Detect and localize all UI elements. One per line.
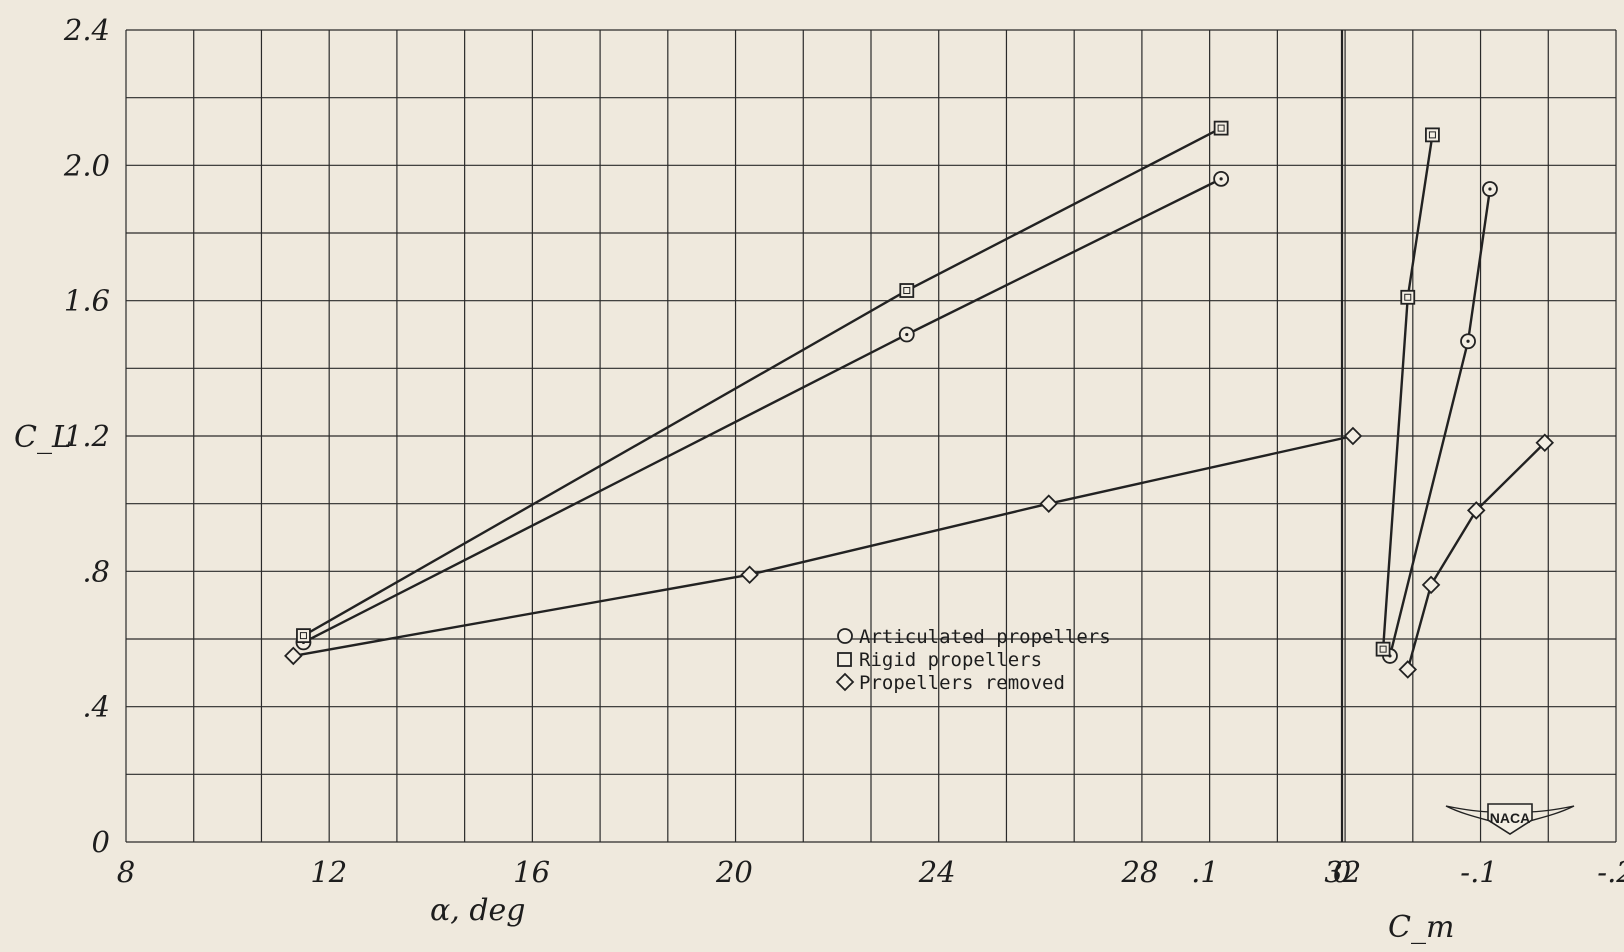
data-point-square — [1425, 127, 1440, 143]
legend-item-articulated: Articulated propellers — [837, 626, 1111, 648]
data-point-diamond — [1535, 433, 1555, 453]
data-series — [284, 120, 1555, 679]
y-tick-label: 1.6 — [64, 284, 110, 318]
data-point-square — [1375, 641, 1391, 657]
series-line — [1381, 134, 1434, 650]
y-axis-label: C_L — [14, 420, 72, 455]
x-axis-label-alpha: α, deg — [430, 893, 526, 928]
y-tick-label: 2.0 — [63, 148, 110, 182]
naca-logo-text: NACA — [1490, 810, 1530, 826]
y-tick-label: .4 — [82, 690, 110, 724]
data-point-diamond — [1421, 575, 1441, 595]
legend-diamond-marker — [835, 672, 855, 692]
data-point-diamond — [1039, 494, 1059, 513]
y-tick-label: .8 — [82, 554, 110, 588]
legend-item-rigid: Rigid propellers — [837, 649, 1042, 671]
grid — [125, 29, 1617, 843]
x-tick-label-cm: -.1 — [1460, 855, 1497, 889]
x-tick-label-alpha: 32 — [1324, 855, 1361, 889]
y-tick-label: 0 — [92, 825, 110, 859]
series-line — [302, 127, 1222, 637]
data-point-square-inner — [1404, 293, 1412, 301]
data-point-square-inner — [1428, 131, 1436, 139]
data-point-diamond — [740, 565, 759, 584]
legend-label: Rigid propellers — [859, 649, 1042, 671]
series-cm-square — [1375, 127, 1440, 657]
series-line — [293, 434, 1354, 658]
data-point-diamond — [1343, 426, 1363, 446]
series-alpha-diamond — [284, 426, 1363, 666]
y-tick-label: 2.4 — [63, 13, 110, 47]
legend-circle-marker — [837, 628, 853, 644]
series-line — [1388, 188, 1492, 657]
data-point-circle-dot — [905, 332, 909, 337]
y-tick-label: 1.2 — [64, 419, 110, 453]
x-tick-label-alpha: 20 — [715, 855, 753, 889]
data-point-square — [296, 628, 311, 644]
data-point-circle-dot — [1466, 339, 1470, 343]
naca-logo: NACA — [1445, 803, 1575, 835]
data-point-square — [1213, 120, 1229, 136]
data-point-circle-dot — [1219, 177, 1223, 181]
x-tick-label-alpha: 24 — [918, 855, 956, 889]
data-point-diamond — [1398, 660, 1418, 679]
series-alpha-circle — [295, 170, 1230, 651]
data-point-square-inner — [1379, 645, 1387, 653]
data-point-square-inner — [903, 287, 911, 295]
tick-labels: 0 .4 .8 1.2 1.6 2.0 2.4 8 12 16 20 24 28 32 .1 0 -.1 -.2 — [63, 13, 1624, 889]
legend-square-marker — [837, 652, 852, 667]
x-tick-label-alpha: 16 — [513, 855, 550, 889]
x-tick-label-cm: 0 — [1333, 855, 1351, 889]
x-axis-label-cm: C_m — [1388, 910, 1454, 945]
data-point-square-inner — [1217, 124, 1225, 132]
x-tick-label-alpha: 8 — [117, 855, 135, 889]
x-tick-label-alpha: 28 — [1121, 855, 1159, 889]
x-tick-label-cm: .1 — [1191, 855, 1219, 889]
naca-shield — [1487, 803, 1533, 835]
legend: Articulated propellers Rigid propellers … — [835, 626, 1111, 694]
x-tick-label-cm: -.2 — [1597, 855, 1624, 889]
data-point-square — [1400, 289, 1416, 305]
legend-label: Articulated propellers — [859, 626, 1111, 648]
data-point-diamond — [1466, 501, 1486, 520]
series-line — [1406, 441, 1546, 670]
data-point-square-inner — [299, 632, 307, 640]
legend-label: Propellers removed — [859, 672, 1065, 694]
data-point-diamond — [284, 646, 303, 666]
series-alpha-square — [296, 120, 1229, 644]
data-point-square — [899, 283, 915, 298]
series-cm-diamond — [1398, 433, 1555, 679]
x-tick-label-alpha: 12 — [310, 855, 347, 889]
data-point-circle-dot — [1488, 187, 1492, 191]
legend-item-removed: Propellers removed — [835, 672, 1065, 694]
